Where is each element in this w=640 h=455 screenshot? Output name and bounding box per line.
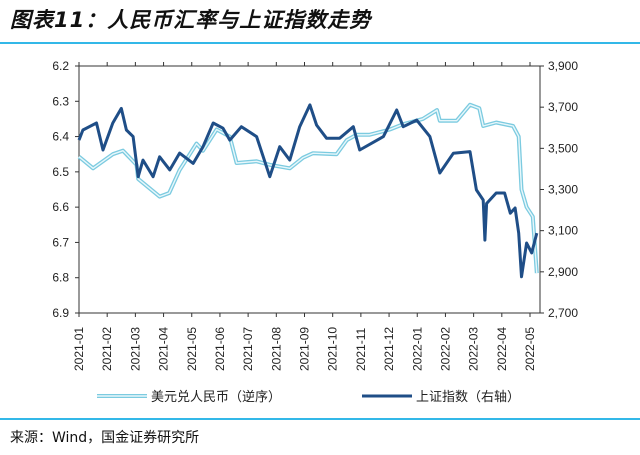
x-tick-label: 2021-01 — [72, 327, 86, 371]
left-tick-label: 6.5 — [52, 165, 69, 179]
x-tick-label: 2021-12 — [382, 327, 396, 371]
left-tick-label: 6.2 — [52, 59, 69, 73]
x-tick-label: 2021-08 — [269, 327, 283, 371]
x-tick-label: 2022-05 — [523, 327, 537, 371]
right-tick-label: 2,900 — [548, 265, 578, 279]
usdcny-line-inner — [78, 104, 538, 274]
x-tick-label: 2022-04 — [495, 327, 509, 371]
x-tick-label: 2021-03 — [128, 327, 142, 371]
left-tick-label: 6.9 — [52, 306, 69, 320]
left-tick-label: 6.3 — [52, 94, 69, 108]
left-tick-label: 6.8 — [52, 271, 69, 285]
x-tick-label: 2021-02 — [100, 327, 114, 371]
title-rule — [0, 42, 640, 44]
x-tick-label: 2021-11 — [354, 328, 368, 371]
source-note: 来源：Wind，国金证券研究所 — [10, 430, 200, 446]
x-tick-label: 2022-03 — [467, 327, 481, 371]
right-tick-label: 2,700 — [548, 306, 578, 320]
x-tick-label: 2021-10 — [326, 327, 340, 371]
usdcny-line — [77, 102, 539, 274]
x-tick-label: 2022-01 — [410, 327, 424, 371]
source-rule — [0, 418, 640, 420]
right-tick-label: 3,500 — [548, 141, 578, 155]
right-tick-label: 3,700 — [548, 100, 578, 114]
x-tick-label: 2021-04 — [157, 327, 171, 371]
right-tick-label: 3,900 — [548, 59, 578, 73]
right-tick-label: 3,300 — [548, 183, 578, 197]
x-tick-label: 2022-02 — [438, 327, 452, 371]
left-tick-label: 6.7 — [52, 235, 69, 249]
sh-index-line — [77, 103, 539, 279]
right-tick-label: 3,100 — [548, 224, 578, 238]
legend-label-sh-index: 上证指数（右轴） — [416, 389, 520, 404]
x-tick-label: 2021-07 — [241, 327, 255, 371]
x-tick-label: 2021-09 — [298, 327, 312, 371]
chart-title: 图表11：人民币汇率与上证指数走势 — [10, 8, 372, 32]
legend-label-usdcny: 美元兑人民币（逆序） — [151, 389, 281, 404]
x-tick-label: 2021-06 — [213, 327, 227, 371]
x-tick-label: 2021-05 — [185, 327, 199, 371]
left-tick-label: 6.6 — [52, 200, 69, 214]
left-tick-label: 6.4 — [52, 130, 69, 144]
